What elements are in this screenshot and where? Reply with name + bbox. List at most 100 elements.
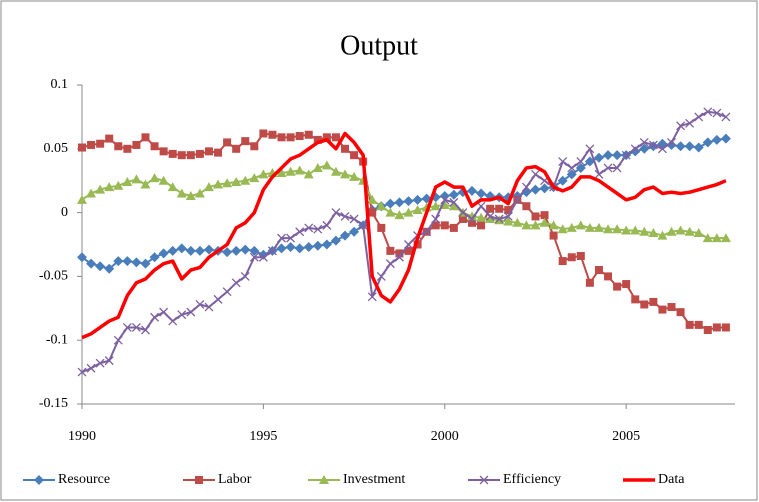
data-point <box>657 230 668 240</box>
data-point <box>612 150 623 161</box>
data-point <box>303 169 314 179</box>
data-point <box>394 210 405 220</box>
data-point <box>341 144 350 153</box>
data-point <box>312 240 323 251</box>
data-point <box>321 239 332 250</box>
data-point <box>78 143 86 152</box>
data-point <box>194 245 205 256</box>
data-point <box>330 235 341 246</box>
data-point <box>684 141 695 152</box>
data-point <box>123 144 132 153</box>
data-point <box>231 176 242 186</box>
data-point <box>693 142 704 153</box>
data-point <box>440 195 450 205</box>
data-point <box>331 208 341 218</box>
data-point <box>549 231 558 240</box>
data-point <box>203 244 214 255</box>
data-point <box>412 205 423 215</box>
data-point <box>276 243 287 254</box>
data-point <box>558 157 568 167</box>
data-point <box>603 163 613 173</box>
data-point <box>585 144 595 154</box>
data-point <box>685 320 694 329</box>
data-point <box>258 252 268 262</box>
data-point <box>467 214 477 224</box>
data-point <box>113 335 123 345</box>
data-point <box>250 142 259 151</box>
data-point <box>204 147 213 156</box>
data-point <box>131 257 142 268</box>
data-point <box>448 189 459 200</box>
data-point <box>466 185 477 196</box>
data-point <box>185 245 196 256</box>
legend-marker <box>34 475 44 485</box>
data-point <box>593 152 604 163</box>
data-point <box>222 247 233 258</box>
data-point <box>685 118 695 128</box>
data-point <box>277 133 286 142</box>
data-point <box>557 175 568 186</box>
data-point <box>104 356 114 366</box>
data-point <box>96 139 105 148</box>
data-point <box>575 220 586 230</box>
data-point <box>576 251 585 260</box>
data-point <box>584 222 595 232</box>
data-point <box>485 211 495 221</box>
data-point <box>658 305 667 314</box>
data-point <box>203 182 214 192</box>
data-point <box>167 245 178 256</box>
data-point <box>558 257 567 266</box>
data-point <box>567 163 577 173</box>
data-point <box>557 224 568 234</box>
data-point <box>621 225 632 235</box>
data-point <box>349 171 360 181</box>
data-point <box>258 249 269 260</box>
data-point <box>340 169 351 179</box>
data-point <box>77 194 87 204</box>
legend-marker <box>319 475 329 484</box>
data-point <box>404 240 413 249</box>
data-point <box>621 150 631 160</box>
data-point <box>394 252 404 262</box>
data-point <box>258 169 269 179</box>
x-tick-label: 2005 <box>612 429 640 444</box>
data-point <box>330 166 341 176</box>
data-point <box>503 216 514 226</box>
data-point <box>285 242 296 253</box>
data-point <box>276 168 287 178</box>
y-tick-label: -0.15 <box>39 396 68 411</box>
data-point <box>404 246 413 255</box>
data-point <box>231 245 242 256</box>
data-point <box>486 204 495 213</box>
data-point <box>512 195 522 205</box>
data-point <box>657 144 667 154</box>
y-tick-label: 0 <box>61 205 68 220</box>
data-point <box>521 182 531 192</box>
legend-marker <box>479 475 489 485</box>
data-point <box>584 156 595 167</box>
data-point <box>694 112 704 122</box>
data-point <box>232 144 241 153</box>
data-point <box>594 266 603 275</box>
data-point <box>575 162 586 173</box>
data-point <box>295 227 305 237</box>
data-point <box>322 133 331 142</box>
data-point <box>693 228 704 238</box>
data-point <box>122 176 133 186</box>
data-point <box>694 320 703 329</box>
data-point <box>412 194 423 205</box>
data-point <box>304 223 314 233</box>
data-point <box>223 138 232 147</box>
data-point <box>168 149 177 158</box>
data-point <box>322 220 332 230</box>
legend-label: Data <box>658 472 685 487</box>
data-point <box>639 226 650 236</box>
data-point <box>241 137 250 146</box>
data-point <box>249 173 260 183</box>
data-point <box>304 130 313 139</box>
data-point <box>458 208 468 218</box>
data-point <box>593 222 604 232</box>
x-tick-label: 1990 <box>68 429 96 444</box>
